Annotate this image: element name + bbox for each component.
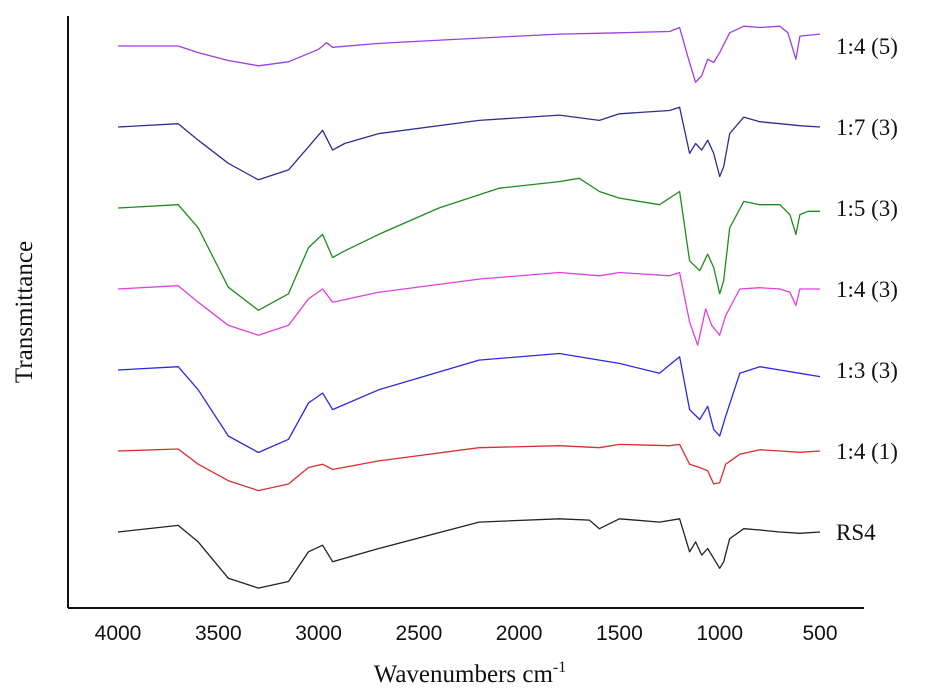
spectrum-trace (117, 106, 821, 181)
x-tick-labels: 4000 3500 3000 2500 2000 1500 1000 500 (95, 622, 838, 645)
spectrum-trace (118, 25, 821, 83)
x-tick-label: 1500 (596, 622, 643, 645)
x-axis-title-superscript: -1 (553, 659, 566, 676)
spectrum-trace (117, 177, 820, 311)
spectrum-trace (117, 352, 821, 454)
x-tick-label: 500 (802, 622, 837, 645)
spectrum-trace (117, 443, 821, 492)
series-label: RS4 (836, 520, 876, 545)
series-labels: 1:4 (5) 1:7 (3) 1:5 (3) 1:4 (3) 1:3 (3) 1:4 (… (836, 34, 898, 545)
spectrum-trace (117, 518, 821, 589)
x-tick-label: 2000 (496, 622, 543, 645)
x-tick-label: 3500 (195, 622, 242, 645)
x-tick-label: 2500 (396, 622, 443, 645)
axes (67, 16, 864, 609)
x-axis-title: Wavenumbers cm-1 (374, 659, 567, 688)
spectrum-trace (117, 271, 820, 346)
spectra-traces (117, 25, 821, 589)
x-tick-label: 1000 (696, 622, 743, 645)
series-label: 1:4 (1) (836, 439, 898, 464)
x-axis-title-text: Wavenumbers cm (374, 661, 554, 688)
y-axis-title: Transmittance (11, 241, 38, 383)
x-tick-label: 3000 (295, 622, 342, 645)
series-label: 1:3 (3) (836, 358, 898, 383)
x-tick-label: 4000 (95, 622, 142, 645)
series-label: 1:4 (5) (836, 34, 898, 59)
series-label: 1:4 (3) (836, 277, 898, 302)
series-label: 1:5 (3) (836, 196, 898, 221)
series-label: 1:7 (3) (836, 115, 898, 140)
